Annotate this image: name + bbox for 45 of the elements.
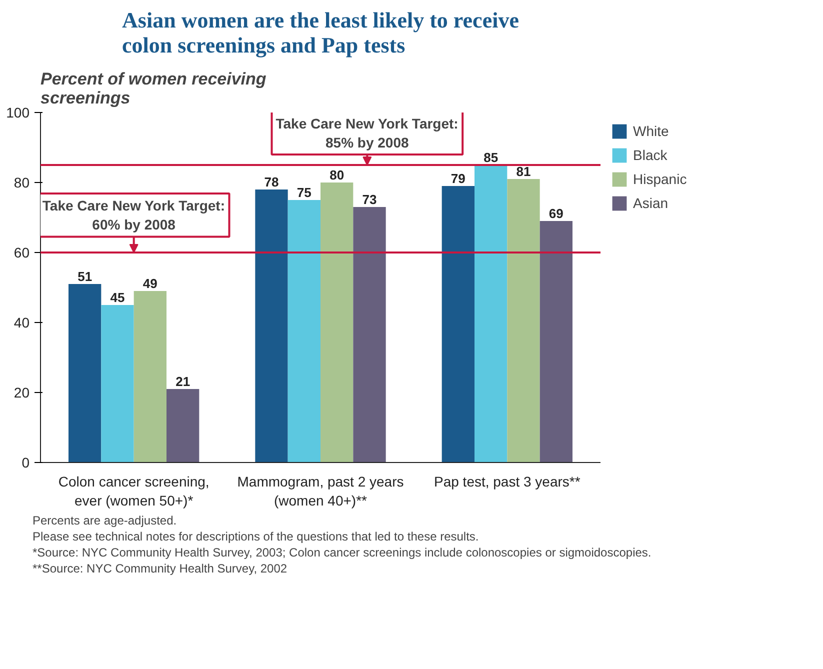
x-tick-label: Pap test, past 3 years**: [434, 474, 581, 490]
bar: [540, 221, 572, 462]
bar: [474, 165, 508, 462]
data-label: 80: [330, 168, 344, 182]
y-tick-label: 20: [14, 384, 30, 400]
bar: [255, 190, 288, 462]
bar: [507, 179, 540, 462]
ref-line-label: Take Care New York Target: 60% by 2008: [42, 198, 226, 233]
data-label: 78: [264, 174, 279, 190]
bar: [166, 389, 200, 462]
ref-line-label: Take Care New York Target: 85% by 2008: [276, 115, 458, 150]
y-tick-label: 100: [6, 104, 30, 120]
bar: [101, 305, 134, 462]
bar: [68, 284, 102, 462]
data-label: 69: [548, 206, 564, 221]
legend-label: Hispanic: [633, 171, 687, 187]
y-tick-label: 0: [22, 454, 30, 470]
bar: [353, 207, 386, 462]
y-tick-label: 80: [14, 174, 30, 190]
x-tick-label: Colon cancer screening, ever (women 50+)*: [58, 474, 210, 509]
data-label: 79: [450, 171, 466, 186]
bar: [320, 182, 354, 462]
data-label: 73: [362, 192, 377, 207]
y-tick-label: 60: [14, 244, 30, 260]
chart-title: Asian women are the least likely to receive colon screenings and Pap tests: [122, 8, 520, 58]
data-label: 81: [516, 164, 531, 179]
data-label: 45: [110, 290, 125, 305]
bar: [442, 186, 474, 462]
data-label: 49: [142, 276, 158, 291]
data-label: 21: [176, 374, 190, 389]
data-label: 85: [484, 150, 498, 165]
data-label: 51: [78, 269, 92, 284]
text: Please see technical notes for descriptions of the questions that led to these results.: [32, 530, 479, 544]
bar: [134, 291, 166, 462]
text: **Source: NYC Community Health Survey, 2002: [32, 562, 288, 576]
legend-label: Asian: [633, 195, 668, 211]
text: *Source: NYC Community Health Survey, 2003; Colon cancer screenings include colonoscopies or sigmoidoscopies.: [32, 546, 652, 560]
y-axis-title: Percent of women receiving screenings: [40, 70, 267, 108]
bar: [288, 200, 320, 462]
x-tick-label: Mammogram, past 2 years (women 40+)**: [237, 474, 404, 509]
legend-label: White: [633, 123, 669, 139]
y-tick-label: 40: [14, 314, 30, 330]
text: Percents are age-adjusted.: [32, 514, 177, 528]
data-label: 75: [296, 185, 312, 200]
legend-label: Black: [633, 147, 668, 163]
